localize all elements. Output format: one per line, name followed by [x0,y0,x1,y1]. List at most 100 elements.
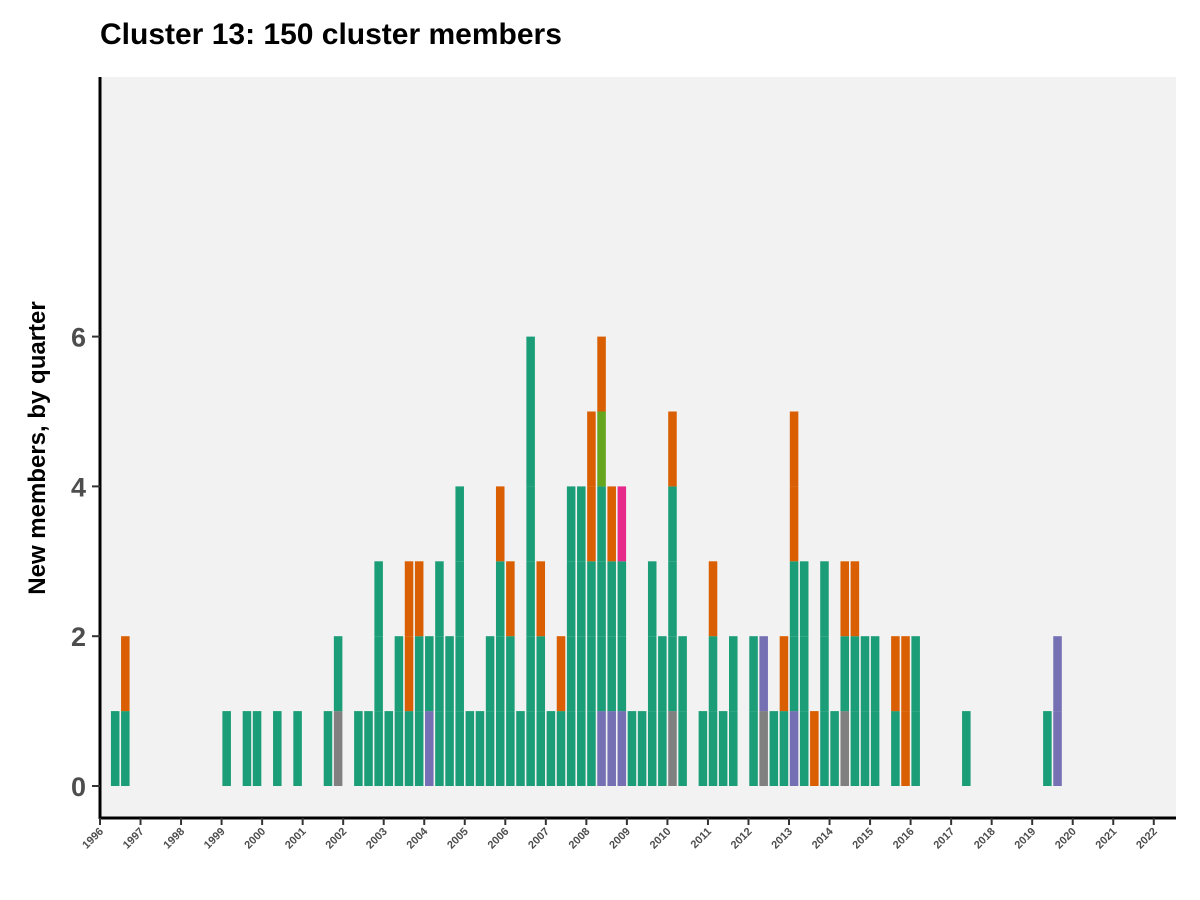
x-tick-label: 2009 [607,826,633,852]
bar-segment [607,561,616,637]
bar-segment [414,711,424,786]
bar-segment [121,711,130,786]
bar-segment [799,711,809,786]
bar-segment [374,561,383,637]
x-tick-label: 2021 [1094,826,1120,852]
bar-segment [840,561,849,637]
bar-segment [526,711,535,786]
x-tick-label: 2022 [1134,826,1160,852]
bar-segment [617,561,627,637]
bar-segment [769,711,779,786]
bar-segment [870,636,880,712]
bar-segment [850,636,860,712]
y-tick-label: 2 [71,622,86,652]
plot-background [100,77,1176,818]
x-tick-label: 2006 [486,826,512,852]
bar-segment [495,711,505,786]
bar-segment [536,711,546,786]
bar-segment [830,711,839,786]
bar-segment [789,411,799,487]
bar-segment [1053,711,1062,786]
y-tick-label: 0 [71,772,86,802]
bar-segment [1043,711,1052,786]
bar-segment [607,636,616,712]
bar-segment [495,561,505,637]
bar-segment [698,711,708,786]
bar-segment [293,711,302,786]
x-tick-label: 2008 [567,826,593,852]
x-tick-label: 2018 [972,826,998,852]
x-tick-label: 1999 [202,826,228,852]
x-tick-label: 1997 [121,826,147,852]
bar-segment [668,636,677,712]
bar-segment [789,486,799,562]
bar-segment [577,486,586,562]
bar-segment [658,711,667,786]
bar-segment [820,636,829,712]
bar-segment [597,336,606,412]
bar-segment [475,711,485,786]
bar-segment [1053,636,1062,712]
bar-segment [749,711,758,786]
bar-segment [394,711,404,786]
x-tick-label: 2011 [689,826,714,851]
bar-segment [587,486,596,562]
bar-segment [485,636,495,712]
bar-segment [860,636,870,712]
bar-segment [465,711,475,786]
bar-segment [526,486,535,562]
bar-segment [242,711,252,786]
x-tick-label: 2002 [324,826,350,852]
bar-segment [455,561,464,637]
bar-segment [495,486,505,562]
bar-segment [577,636,586,712]
bar-segment [516,711,525,786]
bar-segment [333,636,343,712]
bar-segment [597,636,606,712]
bar-segment [273,711,282,786]
bar-segment [911,711,920,786]
bar-segment [455,636,464,712]
bar-segment [718,711,728,786]
bar-segment [617,636,627,712]
x-tick-label: 2004 [405,825,431,851]
bar-segment [870,711,880,786]
bar-segment [597,486,606,562]
x-tick-label: 2014 [810,825,836,851]
bar-segment [749,636,758,712]
bar-segment [678,636,687,712]
x-tick-label: 2015 [850,826,876,852]
bar-segment [536,636,546,712]
bar-segment [566,636,576,712]
bar-segment [779,636,789,712]
bar-segment [374,711,383,786]
bar-segment [506,711,515,786]
bar-segment [536,561,546,637]
bar-segment [566,711,576,786]
bar-segment [252,711,262,786]
bar-segment [911,636,920,712]
bar-segment [901,711,910,786]
bar-segment [607,711,616,786]
bar-segment [901,636,910,712]
bar-segment [546,711,556,786]
bar-segment [647,561,657,637]
bar-segment [445,711,454,786]
bar-segment [435,711,444,786]
y-tick-label: 4 [71,472,86,502]
bar-segment [354,711,363,786]
bar-segment [708,636,718,712]
bar-segment [789,561,799,637]
bar-segment [647,636,657,712]
bar-segment [404,636,414,712]
x-tick-label: 2013 [769,826,795,852]
bar-segment [799,636,809,712]
bar-segment [759,636,768,712]
bar-segment [577,711,586,786]
bar-segment [577,561,586,637]
bar-segment [729,636,738,712]
bar-segment [526,411,535,487]
bar-segment [820,561,829,637]
bar-segment [607,486,616,562]
